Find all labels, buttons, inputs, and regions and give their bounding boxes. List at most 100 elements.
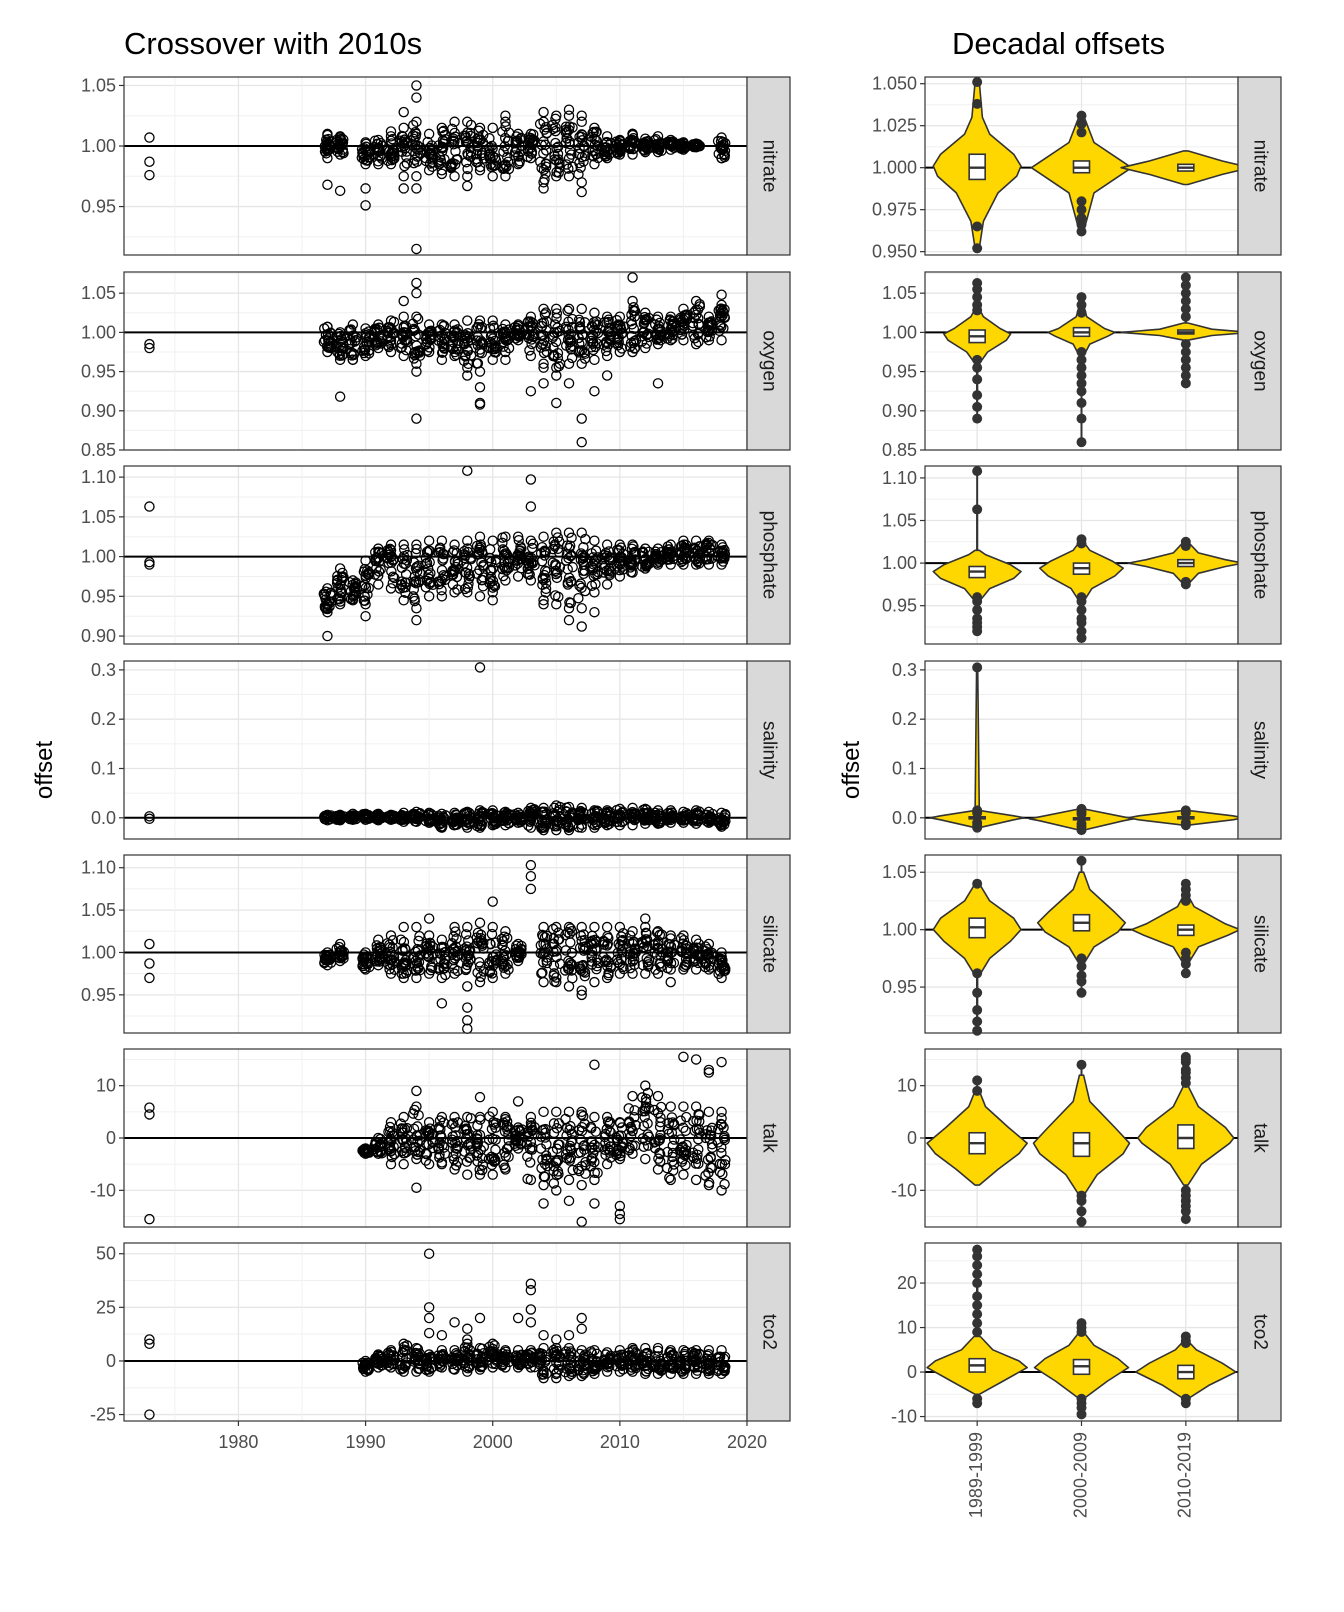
data-point: [551, 397, 562, 409]
data-point: [487, 171, 498, 182]
data-point: [552, 543, 564, 555]
data-point: [627, 295, 638, 307]
data-point: [614, 346, 626, 358]
y-tick-label: 0.2: [91, 709, 116, 729]
data-point: [562, 564, 573, 575]
data-point: [576, 186, 587, 198]
data-point: [601, 539, 613, 550]
y-tick-label: 1.10: [81, 467, 116, 487]
right-chart-title: Decadal offsets: [952, 26, 1165, 61]
data-point: [551, 303, 562, 315]
data-point: [524, 569, 535, 580]
y-tick-label: 0.0: [892, 808, 917, 828]
data-point: [334, 131, 346, 142]
data-points: [144, 859, 731, 1035]
y-tick-label: 0.95: [882, 362, 917, 382]
data-point: [331, 341, 342, 352]
outlier-point: [972, 221, 983, 232]
data-point: [614, 311, 626, 322]
data-point: [425, 568, 436, 579]
data-point: [703, 334, 715, 346]
data-point: [573, 332, 584, 344]
data-point: [589, 385, 600, 397]
outlier-point: [1076, 604, 1087, 615]
data-point: [462, 806, 473, 818]
data-point: [423, 128, 435, 140]
data-point: [322, 583, 333, 594]
y-tick-label: 0.0: [91, 808, 116, 828]
data-point: [574, 142, 585, 154]
data-point: [462, 822, 473, 833]
data-point: [398, 350, 409, 362]
outlier-point: [972, 822, 983, 833]
y-tick-label: 1.050: [872, 74, 917, 94]
data-point: [678, 535, 689, 546]
data-point: [462, 587, 473, 598]
data-point: [398, 122, 409, 134]
data-point: [703, 559, 715, 570]
data-point: [359, 345, 370, 356]
data-point: [614, 803, 626, 815]
data-point: [549, 150, 560, 162]
data-point: [652, 818, 664, 829]
data-point: [574, 580, 585, 591]
data-point: [551, 370, 562, 381]
data-point: [678, 303, 689, 315]
data-point: [563, 110, 575, 121]
data-point: [598, 562, 610, 574]
data-point: [538, 824, 549, 836]
outlier-point: [972, 77, 983, 88]
data-point: [538, 595, 549, 606]
data-point: [640, 818, 651, 829]
data-point: [589, 587, 600, 598]
facet-strip-label: salinity: [1249, 721, 1270, 780]
data-point: [334, 955, 346, 967]
data-point: [590, 578, 601, 590]
facet-strip-label: oxygen: [1249, 330, 1270, 391]
data-point: [333, 328, 345, 340]
data-point: [384, 543, 396, 555]
data-point: [677, 811, 688, 822]
facet-strip-label: silicate: [758, 915, 779, 973]
data-point: [640, 146, 651, 158]
data-point: [449, 171, 460, 182]
data-point: [398, 183, 409, 194]
data-point: [322, 128, 333, 140]
data-point: [586, 131, 597, 143]
data-point: [410, 126, 421, 138]
data-point: [449, 319, 460, 330]
data-point: [322, 179, 333, 191]
data-point: [461, 156, 472, 168]
data-point: [549, 319, 561, 330]
data-point: [526, 146, 538, 157]
y-tick-label: 1.00: [882, 920, 917, 940]
data-point: [548, 342, 559, 353]
data-point: [579, 150, 591, 162]
data-point: [524, 810, 536, 821]
data-point: [690, 295, 702, 307]
data-point: [421, 333, 432, 345]
data-point: [411, 92, 422, 103]
data-point: [411, 366, 422, 377]
data-point: [465, 334, 477, 346]
outlier-point: [1180, 311, 1191, 322]
y-tick-label: 0.1: [892, 758, 917, 778]
data-point: [716, 152, 727, 164]
data-point: [576, 436, 587, 448]
data-point: [373, 342, 384, 354]
data-point: [563, 378, 575, 389]
data-point: [474, 164, 486, 176]
data-point: [547, 123, 559, 135]
data-point: [625, 557, 637, 568]
y-tick-label: 1.05: [81, 507, 116, 527]
data-point: [627, 802, 638, 814]
outlier-point: [972, 374, 983, 385]
data-point: [525, 501, 537, 512]
data-point: [601, 337, 613, 349]
data-point: [448, 545, 460, 556]
data-point: [601, 152, 613, 164]
data-point: [548, 330, 559, 341]
